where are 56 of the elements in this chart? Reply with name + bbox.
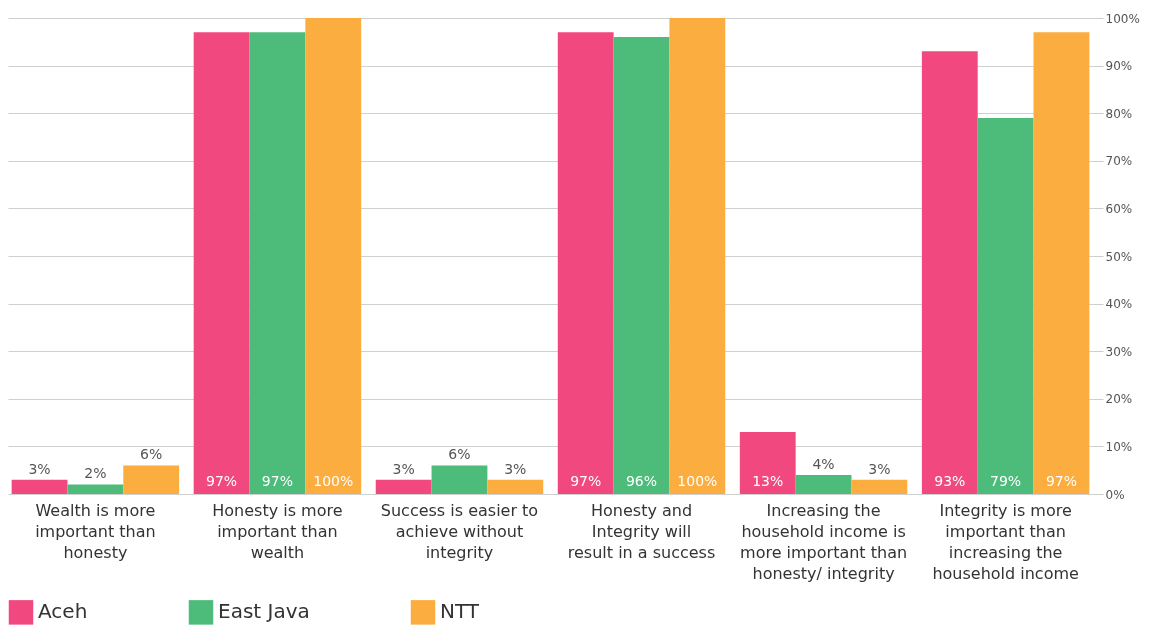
bar (67, 484, 124, 494)
legend-label: NTT (440, 599, 480, 624)
bar (977, 117, 1034, 494)
data-label: 96% (625, 473, 658, 489)
data-label: 4% (812, 455, 835, 472)
data-label: 3% (504, 460, 527, 477)
data-label: 100% (677, 473, 718, 489)
bar (193, 32, 250, 494)
legend-label: East Java (218, 599, 310, 624)
data-label: 2% (84, 465, 107, 482)
bar (739, 432, 796, 494)
bar (305, 18, 362, 494)
y-tick-label: 20% (1105, 392, 1133, 407)
data-label: 100% (313, 473, 354, 489)
x-tick-label: Success is easier to achieve without integrity (380, 500, 539, 562)
bar (557, 32, 614, 494)
data-label: 3% (868, 460, 891, 477)
bar (11, 479, 68, 494)
data-label: 3% (392, 460, 415, 477)
data-label: 6% (140, 446, 163, 463)
x-tick-label: Honesty is more important than wealth (212, 500, 343, 562)
bar (249, 32, 306, 494)
y-tick-label: 60% (1105, 201, 1133, 216)
y-tick-label: 70% (1105, 154, 1133, 169)
bar (1033, 32, 1090, 494)
x-tick-label: Wealth is more important than honesty (35, 500, 156, 562)
bar (431, 465, 488, 494)
data-label: 97% (261, 473, 293, 489)
bar (851, 479, 908, 494)
x-tick-label: Integrity is more important than increasing the household income (932, 500, 1079, 583)
data-label: 97% (1045, 473, 1078, 489)
y-tick-label: 100% (1105, 11, 1140, 26)
bar (669, 18, 726, 494)
y-tick-label: 90% (1105, 59, 1133, 74)
bar (921, 51, 978, 494)
data-label: 93% (934, 473, 966, 489)
x-tick-label: Increasing the household income is more important than honesty/ integrity (740, 500, 908, 583)
data-label: 97% (570, 473, 602, 489)
bar (613, 37, 670, 494)
y-tick-label: 50% (1105, 249, 1133, 264)
bar (487, 479, 544, 494)
legend-label: Aceh (38, 599, 88, 624)
y-tick-label: 80% (1105, 106, 1133, 121)
y-tick-label: 40% (1105, 297, 1133, 312)
x-tick-label: Honesty and Integrity will result in a success (567, 500, 716, 562)
bar (375, 479, 432, 494)
data-label: 79% (990, 473, 1022, 489)
data-label: 3% (28, 460, 51, 477)
data-label: 13% (752, 473, 784, 489)
bar (123, 465, 180, 494)
y-tick-label: 0% (1105, 487, 1125, 502)
data-label: 6% (448, 446, 471, 463)
y-tick-label: 30% (1105, 344, 1133, 359)
y-tick-label: 10% (1105, 439, 1133, 454)
bar (795, 474, 852, 494)
data-label: 97% (206, 473, 238, 489)
